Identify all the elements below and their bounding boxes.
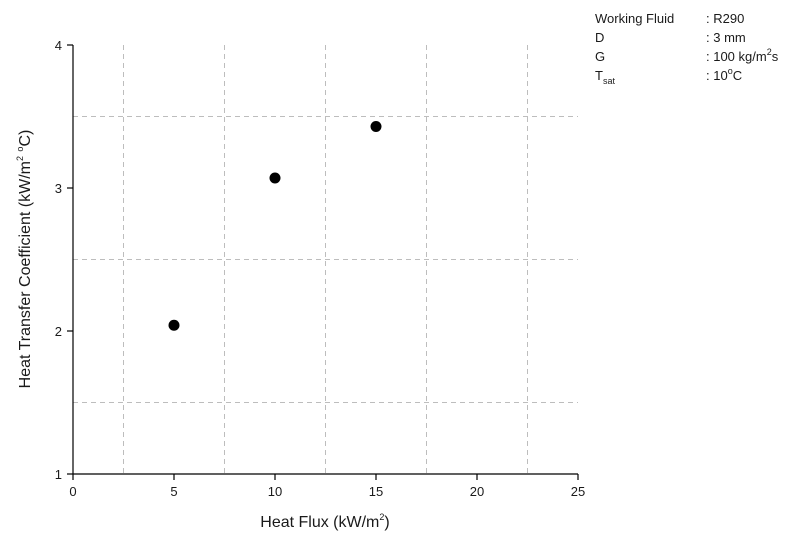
- data-point: [370, 121, 382, 133]
- data-point: [168, 319, 180, 331]
- y-tick-label: 4: [55, 38, 62, 53]
- y-axis-ticks: 1 2 3 4: [55, 38, 73, 482]
- x-tick-label: 0: [69, 484, 76, 499]
- x-tick-label: 25: [571, 484, 585, 499]
- x-tick-label: 10: [268, 484, 282, 499]
- data-points: [168, 121, 382, 331]
- annotation-label-working-fluid: Working Fluid: [595, 11, 674, 26]
- annotation-value-working-fluid: : R290: [706, 11, 744, 26]
- x-tick-label: 5: [170, 484, 177, 499]
- x-tick-label: 20: [470, 484, 484, 499]
- y-tick-label: 3: [55, 181, 62, 196]
- annotation-value-mass-flux: : 100 kg/m2s: [706, 47, 779, 64]
- x-axis-ticks: 0 5 10 15 20 25: [69, 474, 585, 499]
- data-point: [269, 172, 281, 184]
- annotation-label-saturation-temperature: Tsat: [595, 68, 615, 86]
- y-tick-label: 1: [55, 467, 62, 482]
- grid-lines: [73, 45, 578, 474]
- conditions-annotation: Working Fluid : R290 D : 3 mm G : 100 kg…: [595, 11, 779, 86]
- x-tick-label: 15: [369, 484, 383, 499]
- x-axis-title: Heat Flux (kW/m2): [260, 512, 389, 531]
- annotation-label-diameter: D: [595, 30, 604, 45]
- annotation-label-mass-flux: G: [595, 49, 605, 64]
- y-axis-title: Heat Transfer Coefficient (kW/m2 oC): [15, 130, 34, 389]
- annotation-value-saturation-temperature: : 10oC: [706, 66, 742, 83]
- axes: [72, 45, 578, 475]
- y-tick-label: 2: [55, 324, 62, 339]
- annotation-value-diameter: : 3 mm: [706, 30, 746, 45]
